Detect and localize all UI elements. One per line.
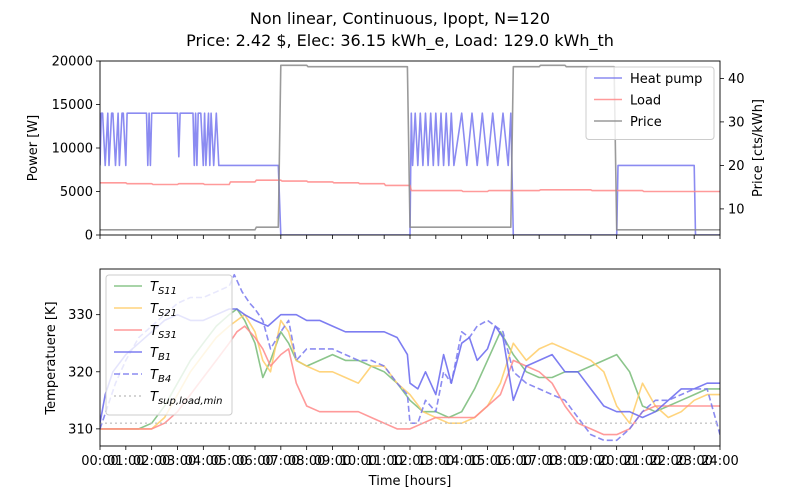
chart-title-line2: Price: 2.42 $, Elec: 36.15 kWh_e, Load: … (186, 31, 614, 51)
bottom-plot-frame (99, 268, 721, 447)
top-legend-label-1: Load (630, 94, 661, 109)
top-y-tick-label-3: 15000 (52, 98, 93, 113)
x-tick-label-13: 13:00 (417, 454, 454, 469)
top-y2-tick-label-1: 20 (728, 159, 745, 174)
x-tick-label-23: 23:00 (675, 454, 712, 469)
top-y2-tick-label-0: 10 (728, 202, 745, 217)
x-tick-label-11: 11:00 (365, 454, 402, 469)
bottom-legend-label-2: TS31 (150, 324, 177, 341)
bottom-y-axis-label: Temperatuere [K] (44, 301, 59, 415)
bottom-legend-label-1: TS21 (150, 302, 177, 319)
top-series-2 (100, 64, 720, 231)
top-legend-label-2: Price (630, 115, 662, 130)
bottom-subplot: 00:0001:0002:0003:0004:0005:0006:0007:00… (68, 268, 739, 469)
x-tick-label-8: 08:00 (288, 454, 325, 469)
bottom-legend-label-3: TB1 (150, 346, 171, 363)
x-tick-label-5: 05:00 (210, 454, 247, 469)
chart-title-line1: Non linear, Continuous, Ipopt, N=120 (250, 9, 550, 28)
bottom-legend: TS11 TS21 TS31 TB1 TB4 Tsup,load,min (105, 274, 233, 416)
bottom-y-tick-label-1: 320 (68, 365, 93, 380)
x-tick-label-1: 01:00 (107, 454, 144, 469)
top-y2-tick-label-3: 40 (728, 72, 745, 87)
x-tick-label-12: 12:00 (391, 454, 428, 469)
bottom-legend-box (105, 274, 233, 416)
x-tick-label-7: 07:00 (262, 454, 299, 469)
top-subplot: 0 5000 10000 15000 20000 10 20 30 40 Heat pump Loa… (52, 55, 745, 244)
top-series-1 (100, 179, 720, 193)
x-tick-label-4: 04:00 (185, 454, 222, 469)
x-tick-label-9: 09:00 (314, 454, 351, 469)
x-tick-label-2: 02:00 (133, 454, 170, 469)
top-plot-frame (99, 60, 721, 236)
x-tick-label-10: 10:00 (340, 454, 377, 469)
top-legend: Heat pump Load Price (585, 66, 715, 140)
bottom-series-4 (100, 273, 720, 442)
x-tick-label-21: 21:00 (624, 454, 661, 469)
x-tick-label-20: 20:00 (598, 454, 635, 469)
x-tick-label-24: 24:00 (701, 454, 738, 469)
top-legend-label-0: Heat pump (630, 72, 702, 87)
x-tick-label-3: 03:00 (159, 454, 196, 469)
x-tick-label-19: 19:00 (572, 454, 609, 469)
x-tick-label-0: 00:00 (81, 454, 118, 469)
bottom-legend-label-0: TS11 (150, 280, 177, 297)
top-y2-axis-label: Price [cts/kWh] (751, 99, 766, 197)
top-y-axis-label: Power [W] (26, 115, 41, 181)
bottom-legend-label-4: TB4 (150, 368, 171, 385)
x-tick-label-15: 15:00 (469, 454, 506, 469)
top-y2-tick-label-2: 30 (728, 115, 745, 130)
x-tick-label-6: 06:00 (236, 454, 273, 469)
x-tick-label-17: 17:00 (520, 454, 557, 469)
bottom-legend-label-5: Tsup,load,min (150, 390, 222, 407)
bottom-y-tick-label-2: 330 (68, 308, 93, 323)
top-series-0 (100, 112, 720, 235)
x-tick-label-18: 18:00 (546, 454, 583, 469)
top-y-tick-label-2: 10000 (52, 142, 93, 157)
top-series-group (100, 64, 720, 235)
x-tick-label-22: 22:00 (650, 454, 687, 469)
bottom-y-tick-label-0: 310 (68, 422, 93, 437)
top-y-tick-label-4: 20000 (52, 55, 93, 70)
x-tick-label-14: 14:00 (443, 454, 480, 469)
x-axis-label: Time [hours] (368, 474, 452, 489)
top-y-tick-label-1: 5000 (60, 185, 93, 200)
top-y-tick-label-0: 0 (85, 229, 93, 244)
x-tick-label-16: 16:00 (495, 454, 532, 469)
